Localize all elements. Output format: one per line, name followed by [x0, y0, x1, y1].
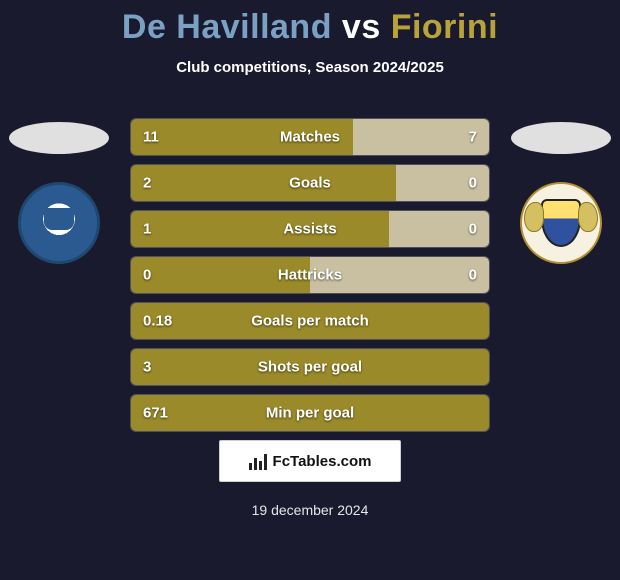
bars-icon: [249, 452, 267, 470]
stat-row: 671 Min per goal: [130, 394, 490, 432]
player2-name: Fiorini: [391, 8, 498, 46]
stat-row: 0 0 Hattricks: [130, 256, 490, 294]
source-badge: FcTables.com: [219, 440, 401, 482]
comparison-title: De Havilland vs Fiorini: [0, 0, 620, 47]
stat-row: 11 7 Matches: [130, 118, 490, 156]
stat-value-right: 0: [469, 175, 477, 192]
stat-label: Min per goal: [266, 405, 354, 422]
stat-label: Goals per match: [251, 313, 369, 330]
stat-row: 0.18 Goals per match: [130, 302, 490, 340]
stat-row: 2 0 Goals: [130, 164, 490, 202]
stat-value-left: 0: [143, 267, 151, 284]
stat-value-left: 2: [143, 175, 151, 192]
stat-value-right: 0: [469, 221, 477, 238]
source-text: FcTables.com: [273, 453, 372, 470]
vs-text: vs: [342, 8, 381, 46]
stat-label: Hattricks: [278, 267, 342, 284]
player1-crest-area: [4, 122, 114, 264]
stat-label: Assists: [283, 221, 336, 238]
stat-label: Matches: [280, 129, 340, 146]
stat-row: 1 0 Assists: [130, 210, 490, 248]
stat-fill-left: [131, 165, 396, 201]
player1-name: De Havilland: [122, 8, 332, 46]
stat-value-left: 1: [143, 221, 151, 238]
stat-value-left: 0.18: [143, 313, 172, 330]
stat-value-left: 11: [143, 129, 159, 146]
club-crest-icon: [18, 182, 100, 264]
date-text: 19 december 2024: [252, 502, 369, 518]
stat-label: Goals: [289, 175, 331, 192]
stat-value-left: 671: [143, 405, 168, 422]
subtitle: Club competitions, Season 2024/2025: [0, 59, 620, 76]
shadow-oval-icon: [9, 122, 109, 154]
stat-row: 3 Shots per goal: [130, 348, 490, 386]
shadow-oval-icon: [511, 122, 611, 154]
club-crest-icon: [520, 182, 602, 264]
player2-crest-area: [506, 122, 616, 264]
stat-fill-left: [131, 211, 389, 247]
stats-bars: 11 7 Matches 2 0 Goals 1 0 Assists 0 0 Hattricks 0.1…: [130, 118, 490, 440]
stat-value-right: 7: [469, 129, 477, 146]
stat-value-left: 3: [143, 359, 151, 376]
stat-value-right: 0: [469, 267, 477, 284]
stat-label: Shots per goal: [258, 359, 362, 376]
